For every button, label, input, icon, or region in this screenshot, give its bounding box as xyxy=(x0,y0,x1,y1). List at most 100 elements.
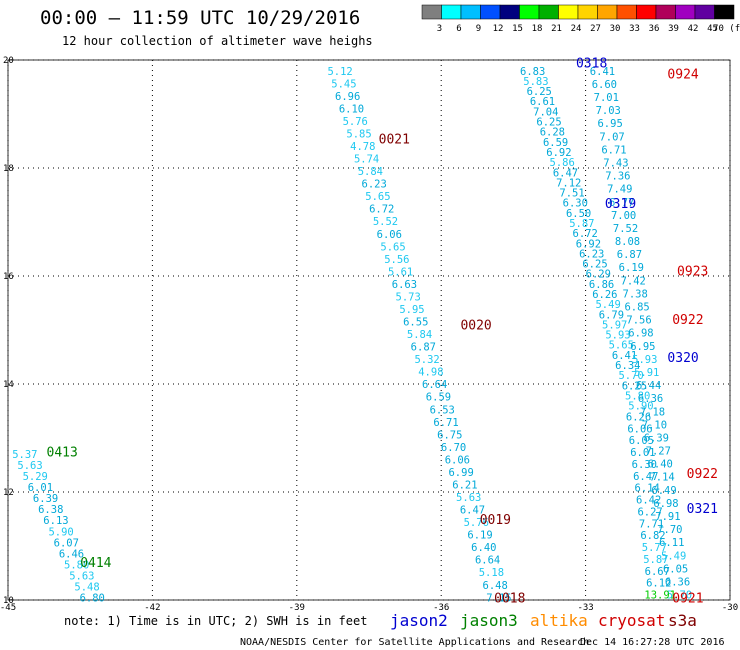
track-label: 0320 xyxy=(667,351,698,366)
track-label: 0019 xyxy=(480,513,511,528)
scale-label: 36 xyxy=(649,24,660,34)
swh-value: 5.12 xyxy=(327,66,352,78)
swh-value: 5.90 xyxy=(48,526,73,538)
swh-value: 5.91 xyxy=(634,367,659,379)
scale-label: 70 (ft) xyxy=(713,24,740,34)
swh-value: 6.61 xyxy=(530,96,555,108)
swh-value: 6.06 xyxy=(377,229,402,241)
swh-value: 6.59 xyxy=(543,137,568,149)
swh-value: 7.27 xyxy=(646,446,671,458)
swh-value: 6.14 xyxy=(635,483,660,495)
scale-swatch xyxy=(655,4,676,20)
scale-label: 33 xyxy=(629,24,640,34)
scale-label: 18 xyxy=(532,24,543,34)
swh-value: 7.43 xyxy=(603,157,628,169)
swh-value: 5.70 xyxy=(667,590,692,602)
scale-swatch xyxy=(558,4,579,20)
timestamp-text: Dec 14 16:27:28 UTC 2016 xyxy=(580,637,725,648)
swh-value: 6.21 xyxy=(452,479,477,491)
swh-value: 5.48 xyxy=(74,581,99,593)
swh-value: 5.70 xyxy=(618,370,643,382)
swh-value: 6.01 xyxy=(630,447,655,459)
swh-value: 5.97 xyxy=(602,319,627,331)
swh-value: 6.36 xyxy=(665,577,690,589)
scale-label: 24 xyxy=(571,24,582,34)
swh-value: 5.80 xyxy=(64,559,89,571)
swh-value: 5.65 xyxy=(380,241,405,253)
scale-label: 45 xyxy=(707,24,718,34)
scale-label: 3 xyxy=(437,24,442,34)
swh-value: 6.26 xyxy=(592,289,617,301)
swh-value: 6.72 xyxy=(369,204,394,216)
swh-value: 6.42 xyxy=(636,495,661,507)
scale-swatch xyxy=(616,4,637,20)
swh-value: 5.90 xyxy=(628,401,653,413)
track-label: 0921 xyxy=(672,591,703,606)
track-label: 0924 xyxy=(667,68,698,83)
swh-value: 6.25 xyxy=(527,86,552,98)
swh-value: 6.47 xyxy=(460,505,485,517)
scale-swatch xyxy=(597,4,618,20)
swh-value: 5.56 xyxy=(384,254,409,266)
swh-value: 7.51 xyxy=(559,188,584,200)
swh-value: 5.85 xyxy=(346,128,371,140)
swh-value: 6.87 xyxy=(617,249,642,261)
swh-value: 6.25 xyxy=(622,380,647,392)
swh-value: 7.10 xyxy=(642,419,667,431)
swh-value: 5.84 xyxy=(358,166,383,178)
swh-value: 6.82 xyxy=(640,530,665,542)
swh-value: 6.92 xyxy=(546,147,571,159)
swh-value: 7.38 xyxy=(623,288,648,300)
swh-value: 6.12 xyxy=(646,578,671,590)
swh-value: 7.49 xyxy=(607,184,632,196)
satellite-name: jason3 xyxy=(460,611,518,630)
swh-value: 6.11 xyxy=(659,537,684,549)
swh-value: 6.71 xyxy=(601,144,626,156)
swh-value: 7.00 xyxy=(611,210,636,222)
swh-value: 6.40 xyxy=(648,459,673,471)
swh-value: 5.76 xyxy=(464,517,489,529)
swh-value: 7.70 xyxy=(657,524,682,536)
track-label: 0321 xyxy=(687,502,718,517)
swh-value: 6.25 xyxy=(536,117,561,129)
swh-value: 5.95 xyxy=(399,304,424,316)
swh-value: 5.65 xyxy=(609,340,634,352)
swh-value: 6.53 xyxy=(430,404,455,416)
swh-value: 5.29 xyxy=(23,471,48,483)
swh-value: 5.84 xyxy=(407,329,432,341)
swh-value: 6.10 xyxy=(339,103,364,115)
swh-value: 6.70 xyxy=(441,442,466,454)
satellite-name: altika xyxy=(530,611,588,630)
swh-value: 7.01 xyxy=(594,92,619,104)
y-tick-label: 16 xyxy=(3,272,14,282)
swh-value: 6.36 xyxy=(638,393,663,405)
swh-value: 6.87 xyxy=(411,342,436,354)
swh-value: 6.07 xyxy=(54,537,79,549)
swh-value: 6.05 xyxy=(629,435,654,447)
swh-value: 6.48 xyxy=(483,580,508,592)
swh-value: 5.77 xyxy=(642,542,667,554)
scale-swatch xyxy=(499,4,520,20)
swh-value: 6.23 xyxy=(579,248,604,260)
track-label: 0020 xyxy=(460,319,491,334)
swh-value: 5.63 xyxy=(456,492,481,504)
swh-value: 7.36 xyxy=(605,171,630,183)
swh-value: 5.18 xyxy=(479,567,504,579)
y-tick-label: 10 xyxy=(3,596,14,606)
swh-value: 6.40 xyxy=(471,542,496,554)
track-label: 0318 xyxy=(576,57,607,72)
swh-value: 6.79 xyxy=(599,309,624,321)
swh-value: 6.06 xyxy=(445,454,470,466)
swh-value: 6.60 xyxy=(592,79,617,91)
swh-value: 6.27 xyxy=(637,506,662,518)
swh-value: 6.47 xyxy=(553,167,578,179)
swh-value: 5.83 xyxy=(523,76,548,88)
x-tick-label: -45 xyxy=(0,603,16,613)
swh-value: 5.37 xyxy=(12,449,37,461)
scale-label: 6 xyxy=(456,24,461,34)
swh-value: 6.13 xyxy=(43,515,68,527)
swh-value: 4.78 xyxy=(350,141,375,153)
swh-value: 7.91 xyxy=(655,511,680,523)
satellite-name: s3a xyxy=(668,611,697,630)
